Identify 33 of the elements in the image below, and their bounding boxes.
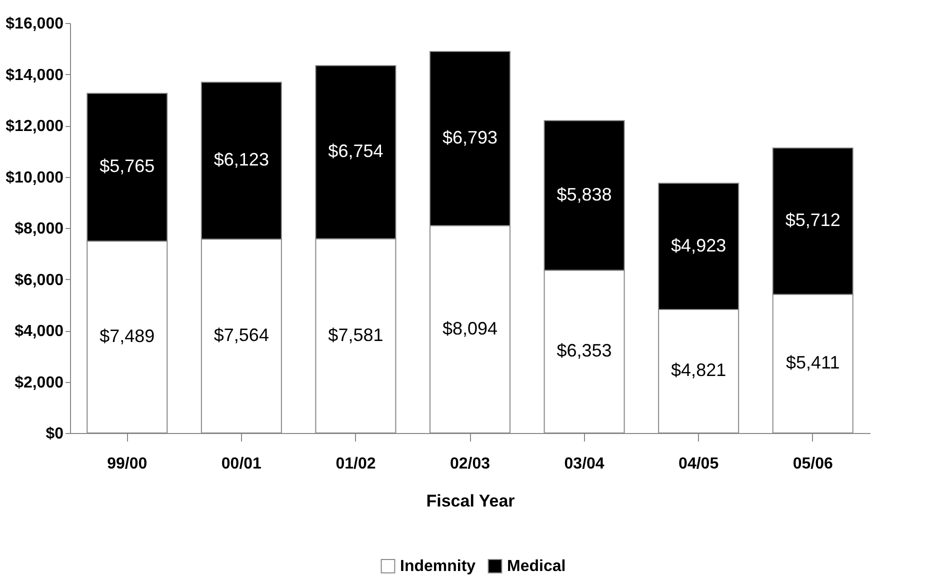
data-label: $6,353 (556, 340, 612, 361)
data-label: $5,411 (786, 352, 840, 373)
data-label: $5,712 (785, 210, 840, 230)
x-tick-label: 01/02 (336, 456, 376, 472)
y-tick-label: $8,000 (14, 220, 64, 238)
data-label: $7,581 (328, 324, 384, 345)
x-tick-label: 99/00 (107, 456, 148, 472)
y-tick-label: $16,000 (6, 16, 64, 32)
data-label: $5,838 (556, 184, 612, 204)
y-tick-label: $14,000 (6, 66, 64, 84)
data-label: $5,765 (100, 156, 155, 176)
x-tick-label: 03/04 (564, 456, 604, 472)
data-label: $4,923 (671, 235, 726, 256)
x-axis-title: Fiscal Year (426, 492, 516, 510)
y-tick-label: $12,000 (6, 118, 64, 135)
y-tick-label: $4,000 (14, 323, 64, 340)
x-tick-label: 05/06 (792, 456, 833, 472)
x-tick-label: 04/05 (678, 456, 719, 472)
data-label: $4,821 (671, 360, 726, 380)
data-label: $6,793 (442, 128, 498, 148)
data-label: $6,754 (328, 141, 384, 162)
legend-label: Indemnity (400, 558, 476, 576)
x-tick-label: 00/01 (221, 456, 262, 472)
data-label: $8,094 (442, 318, 498, 338)
data-label: $6,123 (214, 150, 269, 170)
data-label: $7,489 (100, 326, 155, 346)
y-tick-label: $6,000 (14, 272, 64, 289)
x-tick-label: 02/03 (450, 456, 490, 472)
data-label: $7,564 (214, 325, 269, 346)
y-tick-label: $2,000 (14, 374, 64, 392)
legend-label: Medical (507, 558, 566, 576)
y-tick-label: $0 (46, 426, 64, 442)
y-tick-label: $10,000 (6, 169, 64, 186)
